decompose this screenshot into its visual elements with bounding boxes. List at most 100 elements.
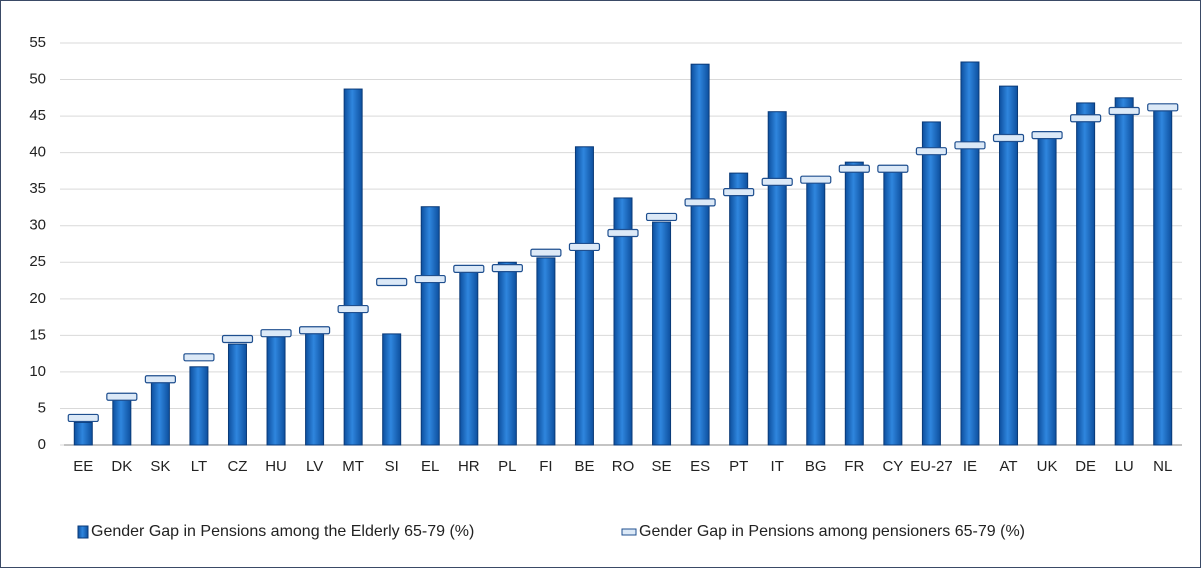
x-tick-label: SE [652, 458, 672, 475]
y-tick-label: 5 [38, 399, 46, 416]
x-tick-label: AT [999, 458, 1017, 475]
x-tick-label: UK [1037, 458, 1058, 475]
bar [112, 399, 132, 446]
x-tick-label: BG [805, 458, 827, 475]
bar [1037, 136, 1057, 446]
marker [144, 375, 176, 384]
x-tick-label: EU-27 [910, 458, 953, 475]
y-tick-label: 0 [38, 436, 46, 453]
marker [684, 198, 716, 207]
y-tick-label: 45 [29, 107, 46, 124]
marker [453, 264, 485, 273]
x-tick-label: HR [458, 458, 480, 475]
bar [150, 380, 170, 446]
marker [954, 141, 986, 150]
legend-label: Gender Gap in Pensions among the Elderly… [91, 523, 474, 540]
bar [960, 61, 980, 446]
marker [1108, 106, 1140, 116]
y-tick-label: 50 [29, 71, 46, 88]
marker [915, 147, 948, 156]
x-tick-label: RO [612, 458, 635, 475]
x-tick-label: LU [1115, 458, 1134, 475]
bar [729, 172, 749, 446]
marker [183, 353, 215, 362]
x-tick-label: IE [963, 458, 977, 475]
x-tick-label: EE [73, 458, 93, 475]
bar [73, 421, 93, 446]
marker [298, 326, 331, 335]
bar [266, 336, 286, 446]
bar [1153, 110, 1173, 446]
marker [607, 228, 639, 238]
marker [1031, 130, 1063, 140]
x-tick-label: ES [690, 458, 710, 475]
bar [652, 221, 672, 446]
x-tick-label: LT [191, 458, 207, 475]
marker [645, 212, 678, 222]
bar [844, 161, 864, 446]
legend-label: Gender Gap in Pensions among pensioners … [639, 523, 1025, 540]
y-tick-label: 15 [29, 326, 46, 343]
y-tick-label: 25 [29, 253, 46, 270]
x-tick-label: BE [574, 458, 594, 475]
x-tick-label: FR [844, 458, 864, 475]
marker [337, 304, 369, 314]
marker [376, 277, 408, 287]
x-tick-label: LV [306, 458, 323, 475]
x-tick-label: PL [498, 458, 516, 475]
x-tick-label: HU [265, 458, 287, 475]
bar [690, 63, 710, 446]
bar [1076, 102, 1096, 446]
marker [800, 175, 832, 184]
bar [999, 85, 1019, 446]
marker [838, 164, 870, 173]
marker [260, 329, 292, 338]
marker [106, 392, 138, 401]
bar [305, 332, 325, 446]
y-tick-label: 35 [29, 180, 46, 197]
x-tick-label: NL [1153, 458, 1172, 475]
marker [530, 248, 562, 257]
marker [67, 413, 99, 423]
x-tick-label: CY [882, 458, 903, 475]
x-tick-label: CZ [227, 458, 247, 475]
y-tick-label: 20 [29, 290, 46, 307]
bar [343, 88, 363, 446]
x-tick-label: SK [150, 458, 170, 475]
bar [574, 146, 594, 446]
marker [1147, 103, 1179, 112]
bar [189, 366, 209, 446]
bar [459, 271, 479, 446]
x-tick-label: DE [1075, 458, 1096, 475]
y-tick-label: 30 [29, 217, 46, 234]
y-tick-label: 55 [29, 34, 46, 51]
x-tick-label: EL [421, 458, 439, 475]
marker [992, 133, 1025, 143]
marker [221, 334, 254, 344]
x-tick-label: FI [539, 458, 552, 475]
x-tick-label: PT [729, 458, 748, 475]
x-tick-label: SI [385, 458, 399, 475]
y-tick-label: 40 [29, 144, 46, 161]
bar [921, 121, 941, 446]
marker [877, 164, 909, 173]
x-tick-label: IT [771, 458, 784, 475]
marker [761, 177, 793, 186]
bar [382, 333, 402, 446]
bar [883, 167, 903, 446]
bar [227, 343, 247, 446]
bar [767, 111, 787, 446]
marker [723, 188, 755, 197]
marker [491, 264, 523, 273]
bar [497, 261, 517, 446]
marker [568, 242, 601, 252]
marker [414, 274, 446, 284]
bar [806, 180, 826, 446]
bar [613, 197, 633, 446]
y-tick-label: 10 [29, 363, 46, 380]
bar [420, 206, 440, 446]
legend-swatch [77, 525, 89, 539]
x-tick-label: DK [111, 458, 132, 475]
